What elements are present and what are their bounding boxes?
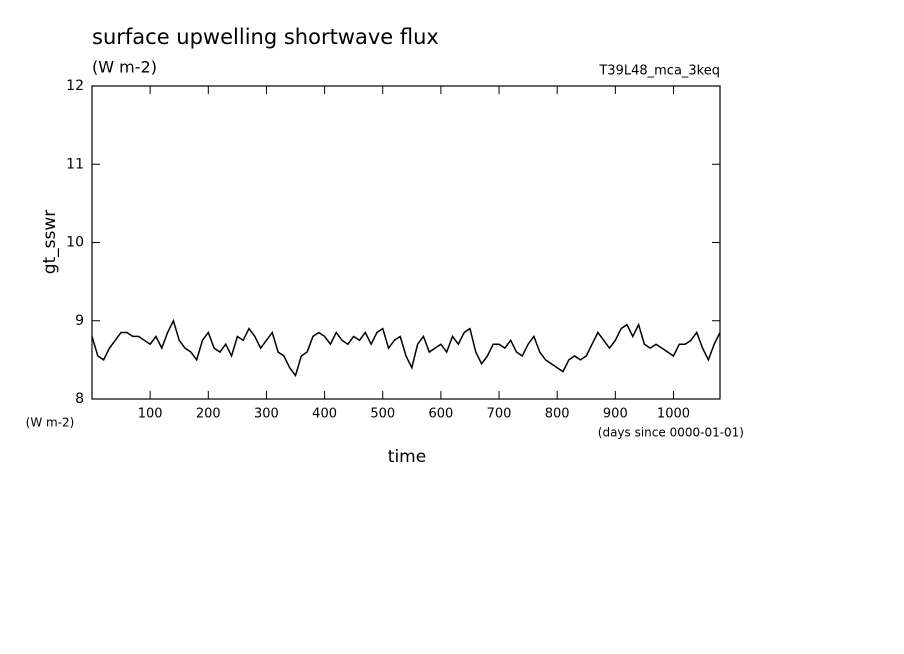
x-tick-label: 700 <box>487 407 512 422</box>
data-line <box>91 318 721 378</box>
x-tick-label: 1000 <box>657 407 690 422</box>
y-tick-label: 10 <box>66 235 84 251</box>
annotation: T39L48_mca_3keq <box>598 64 720 79</box>
y-tick-label: 12 <box>66 78 84 94</box>
x-tick-label: 500 <box>370 407 395 422</box>
y-tick-label: 8 <box>75 391 84 407</box>
y-tick-label: 11 <box>66 156 84 172</box>
x-tick-label: 100 <box>138 407 163 422</box>
x-tick-label: 400 <box>312 407 337 422</box>
x-tick-label: 900 <box>603 407 628 422</box>
chart-subtitle: (W m-2) <box>92 58 157 77</box>
x-tick-label: 600 <box>428 407 453 422</box>
y-axis-label: gt_sswr <box>40 210 60 275</box>
chart-title: surface upwelling shortwave flux <box>92 25 439 49</box>
x-tick-label: 200 <box>196 407 221 422</box>
x-axis-unit: (days since 0000-01-01) <box>598 426 744 440</box>
x-tick-label: 800 <box>545 407 570 422</box>
x-tick-label: 300 <box>254 407 279 422</box>
y-axis-unit: (W m-2) <box>26 416 75 430</box>
y-tick-label: 9 <box>75 313 84 329</box>
x-axis-label: time <box>388 447 426 467</box>
